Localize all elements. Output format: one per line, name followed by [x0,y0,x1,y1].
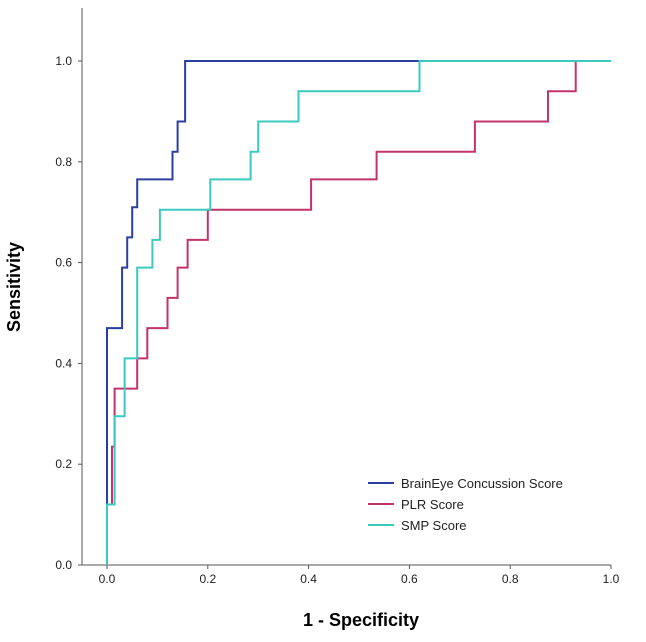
x-tick-label: 0.2 [199,572,216,586]
x-tick-label: 0.4 [300,572,317,586]
y-tick-label: 0.2 [55,457,72,471]
y-axis-ticks: 0.0 0.2 0.4 0.6 0.8 1.0 [55,54,82,572]
x-tick-label: 0.6 [401,572,418,586]
y-tick-label: 1.0 [55,54,72,68]
legend-label-smp-score: SMP Score [401,518,467,533]
legend-label-plr-score: PLR Score [401,497,464,512]
series-line-smp-score [106,60,611,565]
x-tick-label: 0.0 [99,572,116,586]
y-tick-label: 0.4 [55,356,72,370]
series-line-braineye-concussion-score [106,60,611,565]
y-tick-label: 0.6 [55,256,72,270]
legend-label-braineye-concussion-score: BrainEye Concussion Score [401,476,563,491]
series-line-plr-score [106,60,611,565]
y-tick-label: 0.0 [55,558,72,572]
legend: BrainEye Concussion Score PLR Score SMP Sc… [368,476,563,533]
x-tick-label: 0.8 [502,572,519,586]
y-tick-label: 0.8 [55,155,72,169]
y-axis-title: Sensitivity [4,242,24,332]
plot-area [81,8,611,566]
x-tick-label: 1.0 [603,572,620,586]
series-lines [106,60,611,565]
x-axis-ticks: 0.0 0.2 0.4 0.6 0.8 1.0 [99,565,620,586]
x-axis-title: 1 - Specificity [303,610,419,630]
